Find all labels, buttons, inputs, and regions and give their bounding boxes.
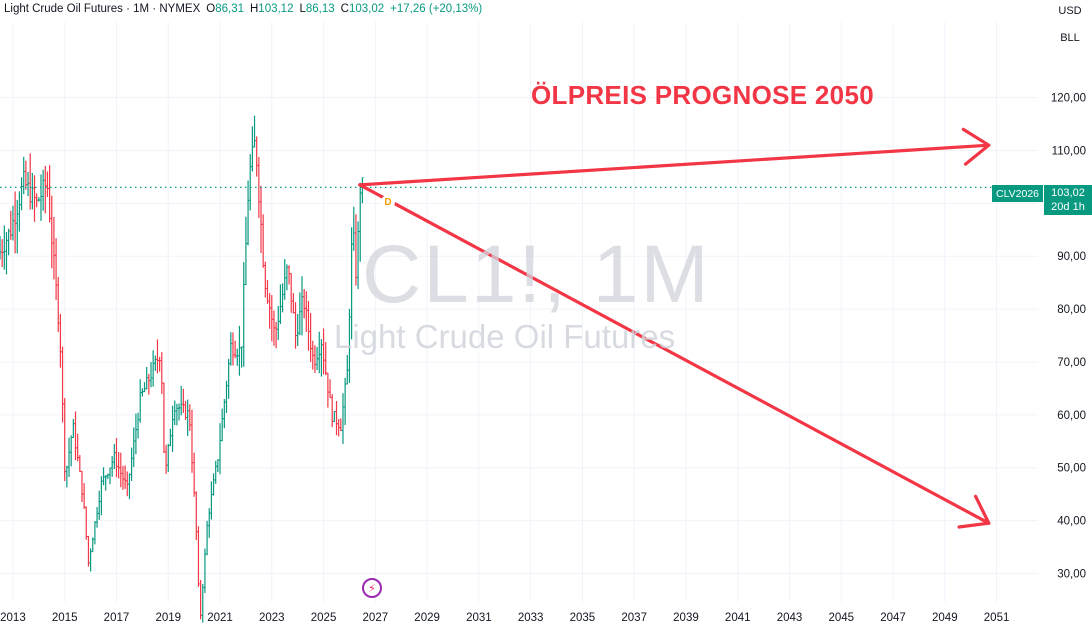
open-value: 86,31 [215,3,244,15]
forecast-annotation-text[interactable]: ÖLPREIS PROGNOSE 2050 [531,80,874,110]
unit-button[interactable]: BLL [1048,28,1092,48]
x-tick-label: 2049 [932,612,958,624]
exchange: NYMEX [159,3,201,15]
chart-legend: Light Crude Oil Futures · 1M · NYMEX O86… [4,3,483,15]
lightning-icon[interactable]: ⚡ [362,578,382,598]
x-tick-label: 2041 [725,612,751,624]
currency-button[interactable]: USD [1048,1,1092,21]
change-value: +17,26 (+20,13%) [390,3,483,15]
price-axis[interactable]: 30,0040,0050,0060,0070,0080,0090,00100,0… [1051,93,1086,581]
time-axis[interactable]: 2013 2015 2017 2019 2021 2023 2025 2027 2029 2031… [0,612,1009,624]
x-tick-label: 2043 [777,612,803,624]
dividend-marker[interactable]: D [381,195,395,209]
x-tick-label: 2051 [984,612,1010,624]
y-tick-label: 60,00 [1057,410,1086,422]
forecast-arrow-head-0[interactable] [961,127,991,166]
x-tick-label: 2037 [621,612,647,624]
x-tick-label: 2039 [673,612,699,624]
forecast-arrows[interactable] [358,127,991,529]
y-tick-label: 80,00 [1057,304,1086,316]
x-tick-label: 2017 [104,612,130,624]
forecast-arrow-line-1[interactable] [358,183,991,525]
x-tick-label: 2033 [518,612,544,624]
low-value: 86,13 [305,3,335,15]
x-tick-label: 2045 [828,612,854,624]
x-tick-label: 2019 [155,612,181,624]
interval[interactable]: 1M [133,3,150,15]
low-label: L [299,3,306,15]
close-value: 103,02 [348,3,385,15]
x-tick-label: 2025 [311,612,337,624]
high-value: 103,12 [258,3,294,15]
symbol-title[interactable]: Light Crude Oil Futures [4,3,123,15]
x-tick-label: 2029 [414,612,440,624]
high-label: H [249,3,259,15]
close-label: C [340,3,349,15]
last-price-label: 103,02 20d 1h [1044,185,1092,215]
x-tick-label: 2013 [0,612,26,624]
y-tick-label: 110,00 [1052,145,1086,157]
x-tick-label: 2023 [259,612,285,624]
x-tick-label: 2047 [880,612,906,624]
y-tick-label: 120,00 [1051,93,1086,105]
x-tick-label: 2027 [363,612,389,624]
x-tick-label: 2021 [207,612,233,624]
contract-tag: CLV2026 [992,185,1044,202]
grid [0,22,1038,602]
x-tick-label: 2031 [466,612,492,624]
watermark-name: Light Crude Oil Futures [334,318,676,355]
y-tick-label: 90,00 [1057,251,1086,263]
last-price-value: 103,02 [1051,187,1085,199]
y-tick-label: 30,00 [1057,568,1086,580]
forecast-arrow-line-0[interactable] [358,143,991,187]
x-tick-label: 2015 [52,612,78,624]
open-label: O [206,3,216,15]
bar-countdown: 20d 1h [1051,201,1085,213]
y-tick-label: 50,00 [1057,463,1086,475]
x-tick-label: 2035 [570,612,596,624]
watermark-symbol: CL1!, 1M [362,229,711,320]
forecast-arrow-head-1[interactable] [957,494,991,529]
y-tick-label: 70,00 [1057,357,1086,369]
ohlc-bars [0,115,364,623]
y-tick-label: 40,00 [1057,516,1086,528]
